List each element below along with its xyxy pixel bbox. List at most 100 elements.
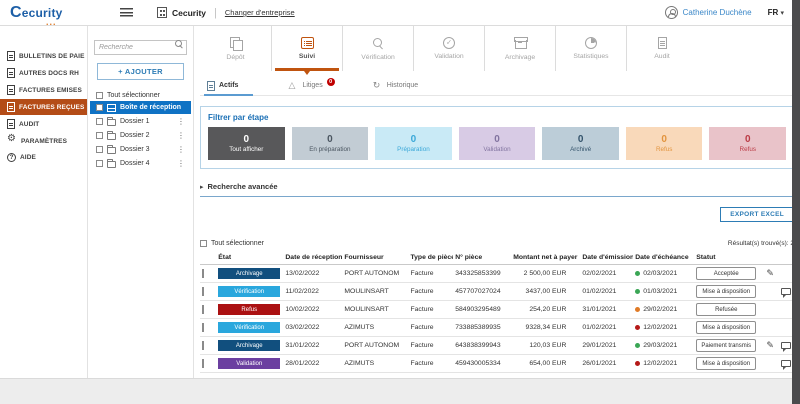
row-checkbox[interactable] <box>202 359 204 368</box>
cell-date-echeance: 12/02/2021 <box>633 319 694 337</box>
cell-montant: 9328,34 EUR <box>525 324 567 331</box>
comment-bubble-icon[interactable] <box>781 360 791 370</box>
statut-button[interactable]: Mise à disposition <box>696 357 757 370</box>
statut-button[interactable]: Paiement transmis <box>696 339 757 352</box>
etat-badge: Archivage <box>218 340 281 351</box>
sidebar-item[interactable]: PARAMÈTRES <box>0 133 87 149</box>
column-header <box>763 251 794 265</box>
check-circle-icon <box>443 37 455 49</box>
user-name[interactable]: Catherine Duchène <box>682 8 752 17</box>
folder-checkbox[interactable] <box>96 131 103 139</box>
sidebar-item-label: FACTURES REÇUES <box>19 103 85 111</box>
filter-card[interactable]: 0 Tout afficher <box>208 127 285 160</box>
tab[interactable]: Vérification <box>342 26 413 71</box>
tab[interactable]: Dépôt <box>200 26 271 71</box>
sidebar-item[interactable]: AIDE <box>0 150 87 165</box>
sidebar-item[interactable]: AUTRES DOCS RH <box>0 65 87 81</box>
sidebar-item[interactable]: BULLETINS DE PAIE <box>0 48 87 64</box>
comment-bubble-icon[interactable] <box>781 288 791 298</box>
row-checkbox[interactable] <box>202 305 204 314</box>
column-header: Fournisseur <box>344 254 384 261</box>
tab[interactable]: Suivi <box>271 26 342 75</box>
select-all-checkbox[interactable] <box>96 91 103 99</box>
filter-card-count: 0 <box>327 134 333 145</box>
cell-date-echeance: 01/03/2021 <box>633 283 694 301</box>
cell-fournisseur: PORT AUTONOM <box>344 270 400 277</box>
folder-menu-icon[interactable]: ⋮ <box>177 144 185 154</box>
language-dropdown[interactable]: FR ▾ <box>768 8 784 17</box>
sidebar-item[interactable]: AUDIT <box>0 116 87 132</box>
folder-checkbox[interactable] <box>96 159 103 167</box>
sidebar-item[interactable]: FACTURES REÇUES <box>0 99 87 115</box>
audit-doc-icon <box>657 37 667 49</box>
row-checkbox[interactable] <box>202 287 204 296</box>
cell-date-reception: 10/02/2022 <box>285 306 320 313</box>
cell-type-piece: Facture <box>410 306 434 313</box>
folder-menu-icon[interactable]: ⋮ <box>177 130 185 140</box>
tab-label: Suivi <box>298 53 316 60</box>
statut-button[interactable]: Refusée <box>696 303 757 316</box>
sub-tab[interactable]: Actifs <box>204 76 254 96</box>
advanced-search-toggle[interactable]: ▸ Recherche avancée <box>200 182 794 197</box>
statut-button[interactable]: Acceptée <box>696 267 757 280</box>
company-building-icon <box>157 7 167 18</box>
cell-date-emission: 01/02/2021 <box>582 288 617 295</box>
filter-card[interactable]: 0 Refus <box>625 127 703 160</box>
filter-card[interactable]: 0 Refus <box>709 127 787 160</box>
folder-item[interactable]: Dossier 3 ⋮ <box>94 142 187 156</box>
cell-type-piece: Facture <box>410 342 434 349</box>
folder-item[interactable]: Dossier 1 ⋮ <box>94 114 187 128</box>
row-checkbox[interactable] <box>202 269 204 278</box>
folder-item[interactable]: Dossier 4 ⋮ <box>94 156 187 170</box>
change-company-link[interactable]: Changer d'entreprise <box>224 8 295 17</box>
filter-panel: Filtrer par étape 0 Tout afficher 0 En p… <box>200 106 794 169</box>
edit-pencil-icon[interactable]: ✎ <box>766 340 774 350</box>
magnifier-icon <box>371 37 385 50</box>
folder-label: Dossier 2 <box>120 131 150 139</box>
statut-button[interactable]: Mise à disposition <box>696 285 757 298</box>
filter-card[interactable]: 0 Préparation <box>375 127 452 160</box>
comment-bubble-icon[interactable] <box>781 342 791 352</box>
tab[interactable]: Statistiques <box>555 26 626 71</box>
column-header: État <box>218 254 232 261</box>
warning-triangle-icon <box>288 80 298 91</box>
row-checkbox[interactable] <box>202 323 204 332</box>
filter-card-label: Validation <box>483 146 511 153</box>
statut-button[interactable]: Mise à disposition <box>696 321 757 334</box>
cell-fournisseur: MOULINSART <box>344 288 389 295</box>
folder-item[interactable]: Dossier 2 ⋮ <box>94 128 187 142</box>
select-all-rows-checkbox[interactable] <box>200 240 207 247</box>
sub-tab[interactable]: Historique <box>370 76 434 95</box>
invoices-table: État Date de réception Fournisseur Type de … <box>200 251 794 373</box>
sidebar-item[interactable]: FACTURES EMISES <box>0 82 87 98</box>
add-folder-button[interactable]: + AJOUTER <box>96 63 185 80</box>
row-checkbox[interactable] <box>202 341 204 350</box>
filter-card[interactable]: 0 Archivé <box>542 127 619 160</box>
cell-montant: 254,20 EUR <box>529 306 567 313</box>
select-all-rows[interactable]: Tout sélectionner <box>200 240 264 247</box>
title-divider: | <box>214 6 217 19</box>
export-excel-button[interactable]: EXPORT EXCEL <box>720 207 794 222</box>
inbox-checkbox[interactable] <box>96 104 103 111</box>
cell-numero-piece: 459430005334 <box>455 360 501 367</box>
tab[interactable]: Validation <box>413 26 484 71</box>
sub-tab[interactable]: Litiges 0 <box>285 76 337 95</box>
row-actions: ✎ <box>765 340 792 352</box>
folder-menu-icon[interactable]: ⋮ <box>177 158 185 168</box>
tab[interactable]: Audit <box>626 26 697 71</box>
cell-type-piece: Facture <box>410 360 434 367</box>
folder-item-inbox[interactable]: Boîte de réception <box>90 101 191 114</box>
filter-card[interactable]: 0 Validation <box>458 127 536 160</box>
search-input[interactable] <box>94 40 187 55</box>
sidebar-item-label: BULLETINS DE PAIE <box>19 52 85 60</box>
active-tab-pointer <box>304 71 310 75</box>
tab[interactable]: Archivage <box>484 26 555 71</box>
folder-menu-icon[interactable]: ⋮ <box>177 116 185 126</box>
folder-checkbox[interactable] <box>96 117 103 125</box>
folder-checkbox[interactable] <box>96 145 103 153</box>
menu-icon[interactable] <box>120 8 133 17</box>
edit-pencil-icon[interactable]: ✎ <box>766 268 774 278</box>
table-row: Archivage 13/02/2022 PORT AUTONOM Factur… <box>200 265 794 283</box>
select-all-folders[interactable]: Tout sélectionner <box>94 89 187 101</box>
filter-card[interactable]: 0 En préparation <box>291 127 369 160</box>
